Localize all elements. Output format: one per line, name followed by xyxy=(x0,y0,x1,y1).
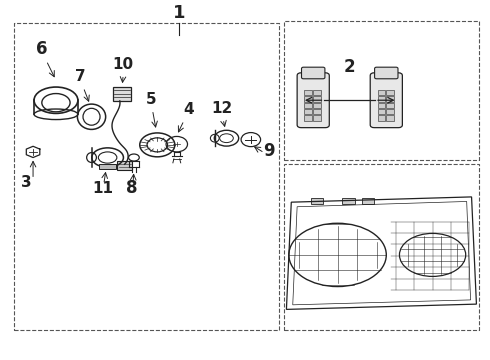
Bar xyxy=(304,90,312,95)
Text: 2: 2 xyxy=(344,58,356,76)
Bar xyxy=(284,163,479,330)
Bar xyxy=(313,90,320,95)
Bar xyxy=(386,96,393,102)
FancyBboxPatch shape xyxy=(297,73,329,128)
Bar xyxy=(311,198,323,204)
Text: 10: 10 xyxy=(113,57,134,72)
Bar xyxy=(377,103,385,108)
Bar xyxy=(386,115,393,121)
Bar xyxy=(99,164,116,169)
Bar xyxy=(14,23,279,330)
Bar xyxy=(377,90,385,95)
Bar xyxy=(313,109,320,114)
Bar xyxy=(117,161,132,170)
Text: 9: 9 xyxy=(264,142,275,160)
Bar xyxy=(386,90,393,95)
Bar xyxy=(377,96,385,102)
Text: 12: 12 xyxy=(211,100,232,116)
Bar xyxy=(313,115,320,121)
Bar xyxy=(313,96,320,102)
Bar xyxy=(304,103,312,108)
Text: 3: 3 xyxy=(22,175,32,190)
Text: 8: 8 xyxy=(126,179,138,197)
FancyBboxPatch shape xyxy=(370,73,402,128)
Bar xyxy=(304,115,312,121)
Bar xyxy=(362,198,374,204)
Bar xyxy=(304,109,312,114)
FancyBboxPatch shape xyxy=(301,67,325,79)
Bar xyxy=(343,198,355,204)
Bar xyxy=(284,21,479,160)
Text: 1: 1 xyxy=(173,4,186,22)
Text: 5: 5 xyxy=(146,92,157,107)
Bar xyxy=(304,96,312,102)
Text: 4: 4 xyxy=(184,102,194,117)
Bar xyxy=(386,103,393,108)
Bar xyxy=(386,109,393,114)
Bar xyxy=(377,115,385,121)
Text: 7: 7 xyxy=(75,69,86,84)
Text: 11: 11 xyxy=(92,181,113,196)
Text: 6: 6 xyxy=(36,40,48,58)
Bar xyxy=(313,103,320,108)
Bar xyxy=(113,87,131,101)
Bar xyxy=(377,109,385,114)
FancyBboxPatch shape xyxy=(374,67,398,79)
